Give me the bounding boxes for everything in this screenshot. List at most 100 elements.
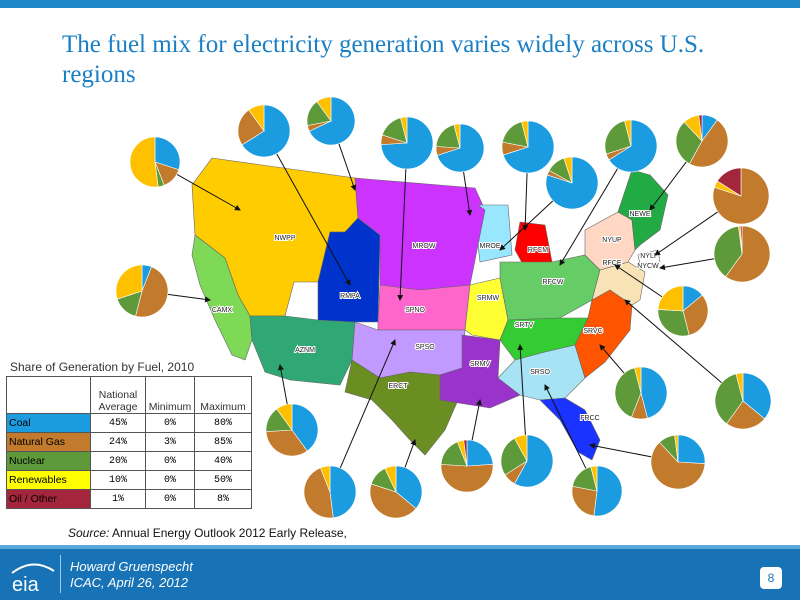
header-minimum: Minimum — [145, 376, 195, 414]
pie-camx — [115, 264, 169, 318]
region-label-rfce: RFCE — [602, 260, 621, 267]
pie-srso — [571, 465, 623, 517]
coal-average: 45% — [90, 413, 146, 433]
pie-rfcm-slice-renewables — [521, 120, 529, 148]
pie-srmv-slice-oil-other — [463, 439, 468, 467]
pie-spno-slice-renewables — [400, 116, 408, 144]
pie-mrow-slice-renewables — [316, 96, 332, 122]
eia-logo-text: eia — [12, 574, 40, 595]
coal-maximum: 80% — [194, 413, 252, 433]
footer-divider — [60, 555, 61, 593]
pie-newe-slice-natural-gas — [689, 119, 729, 168]
footer-bar: eia Howard Gruenspecht ICAC, April 26, 2… — [0, 545, 800, 600]
pie-nyup-slice-nuclear — [657, 309, 690, 337]
pie-rfcw-slice-nuclear — [604, 120, 632, 155]
pie-srmv-slice-natural-gas — [440, 464, 494, 493]
pie-rfcm-slice-coal — [502, 120, 555, 174]
pie-rfce-slice-renewables — [735, 372, 744, 402]
region-label-mroe: MROE — [480, 243, 501, 250]
natural-gas-maximum: 85% — [194, 432, 252, 452]
arrow-srmw — [499, 200, 554, 251]
renewables-average: 10% — [90, 470, 146, 490]
page-number: 8 — [760, 567, 782, 589]
arrow-srtv — [517, 344, 526, 436]
region-label-srvc: SRVC — [583, 328, 602, 335]
source-label: Source: — [68, 526, 110, 540]
top-accent-bar — [0, 0, 800, 8]
pie-rfce-slice-coal — [742, 372, 772, 420]
arrow-srvc — [599, 344, 625, 374]
pie-srmw-slice-coal — [545, 156, 599, 210]
region-label-aznm: AZNM — [295, 347, 315, 354]
region-label-rmpa: RMPA — [340, 293, 360, 300]
region-label-nycw: NYCW — [637, 263, 659, 270]
region-label-srmv: SRMV — [470, 361, 491, 368]
pie-erct-slice-natural-gas — [369, 483, 417, 519]
pie-mroe-slice-coal — [436, 123, 485, 173]
pie-nyup-slice-natural-gas — [682, 294, 709, 336]
arrow-nyup — [614, 264, 663, 298]
nuclear-average: 20% — [90, 451, 146, 471]
region-label-nyli: NYLI — [640, 253, 656, 260]
pie-aznm-slice-renewables — [276, 403, 293, 431]
region-rfcw — [499, 254, 601, 321]
oil-other-average: 1% — [90, 489, 146, 509]
slide-title: The fuel mix for electricity generation … — [62, 31, 705, 88]
arrow-mroe — [463, 171, 473, 216]
pie-nyli-slice-oil-other — [716, 167, 742, 197]
region-label-frcc: FRCC — [580, 415, 599, 422]
presenter-name: Howard Gruenspecht — [70, 559, 193, 574]
renewables-maximum: 50% — [194, 470, 252, 490]
pie-erct — [369, 465, 423, 519]
coal-minimum: 0% — [145, 413, 195, 433]
share-row-natural-gas: Natural Gas 24% 3% 85% — [6, 432, 252, 452]
region-camx — [191, 234, 253, 361]
region-srmv — [439, 334, 521, 409]
arrow-rfce — [624, 299, 723, 384]
region-frcc — [539, 397, 601, 461]
pie-srtv-slice-nuclear — [500, 437, 528, 476]
arrow-aznm — [277, 364, 288, 405]
pie-rfcw-slice-renewables — [624, 119, 632, 147]
pie-srtv-slice-renewables — [514, 434, 528, 462]
region-label-srtv: SRTV — [515, 322, 534, 329]
region-label-nyup: NYUP — [602, 237, 622, 244]
pie-rfcw — [604, 119, 658, 173]
pie-camx-slice-natural-gas — [135, 266, 169, 318]
region-label-mrow: MROW — [413, 243, 436, 250]
region-label-srmw: SRMW — [477, 295, 500, 302]
share-of-generation-table: National Average Minimum Maximum Coal 45… — [6, 376, 252, 509]
nuclear-minimum: 0% — [145, 451, 195, 471]
pie-srmv-slice-coal — [466, 439, 494, 467]
pie-srvc-slice-coal — [640, 366, 668, 419]
fuel-label-nuclear: Nuclear — [6, 451, 91, 471]
pie-frcc-slice-coal — [677, 434, 706, 465]
region-label-spso: SPSO — [415, 344, 435, 351]
arrow-nyli — [654, 211, 719, 256]
arrow-erct — [404, 439, 417, 468]
pie-srtv-slice-coal — [514, 434, 554, 488]
share-table-corner — [6, 376, 91, 414]
pie-rfce-slice-natural-gas — [726, 400, 765, 430]
pie-nyli — [712, 167, 770, 225]
arrow-nycw — [659, 258, 715, 271]
share-table-header-row: National Average Minimum Maximum — [6, 376, 252, 414]
pie-rmpa-slice-renewables — [248, 104, 265, 132]
presenter-info: Howard Gruenspecht ICAC, April 26, 2012 — [70, 559, 193, 591]
pie-nwpp-slice-coal — [154, 136, 181, 171]
region-rfcm — [514, 221, 553, 269]
pie-srvc — [614, 366, 668, 420]
pie-spso-slice-coal — [329, 465, 357, 519]
region-label-camx: CAMX — [212, 307, 233, 314]
pie-srvc-slice-nuclear — [614, 367, 642, 418]
pie-erct-slice-coal — [395, 465, 423, 509]
oil-other-minimum: 0% — [145, 489, 195, 509]
pie-newe — [675, 114, 729, 168]
share-row-coal: Coal 45% 0% 80% — [6, 413, 252, 433]
pie-rfce — [714, 372, 772, 430]
arrow-rfcm — [522, 172, 529, 231]
header-national-average: National Average — [90, 376, 146, 414]
region-erct — [344, 359, 463, 456]
oil-other-maximum: 8% — [194, 489, 252, 509]
arrow-rfcw — [559, 168, 619, 266]
